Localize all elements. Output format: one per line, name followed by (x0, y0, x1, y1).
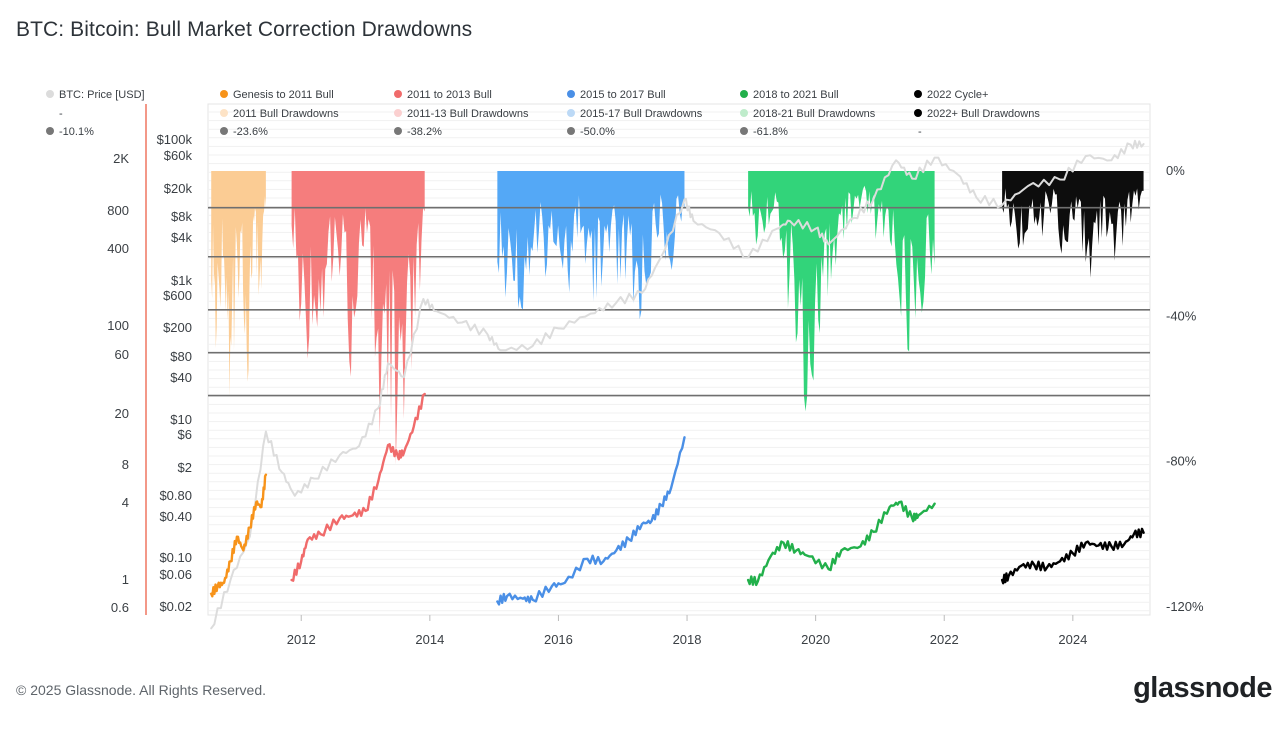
left-axis-tick: 800 (107, 203, 129, 218)
price-axis-tick: $200 (163, 320, 192, 335)
cycle-line (746, 500, 936, 587)
left-axis-tick: 4 (122, 495, 129, 510)
x-axis-tick: 2024 (1058, 632, 1087, 647)
price-axis-tick: $0.40 (159, 509, 192, 524)
grid-lines (208, 111, 1150, 621)
cycle-line (496, 436, 686, 606)
copyright-footer: © 2025 Glassnode. All Rights Reserved. (16, 682, 267, 698)
legend-marker (567, 109, 575, 117)
legend-label: 2018-21 Bull Drawdowns (753, 108, 876, 120)
legend-label: - (918, 126, 922, 138)
price-axis-tick: $10 (170, 412, 192, 427)
drawdown-area (291, 171, 425, 465)
price-axis-tick: $0.02 (159, 599, 192, 614)
price-axis-tick: $0.10 (159, 550, 192, 565)
left-axis-tick: 1 (122, 572, 129, 587)
legend-label: -10.1% (59, 126, 94, 138)
left-axis-tick: 2K (113, 151, 129, 166)
x-axis-tick: 2016 (544, 632, 573, 647)
cycle-line (290, 392, 426, 582)
right-axis-tick: 0% (1166, 163, 1185, 178)
legend-marker (740, 127, 748, 135)
legend-marker (567, 90, 575, 98)
legend-label: 2022+ Bull Drawdowns (927, 108, 1040, 120)
price-axis-tick: $100k (157, 132, 193, 147)
legend-marker (394, 109, 402, 117)
left-axis-tick: 60 (115, 347, 129, 362)
legend-label: 2022 Cycle+ (927, 89, 988, 101)
legend-label: -38.2% (407, 126, 442, 138)
legend-marker (394, 127, 402, 135)
x-axis-tick: 2020 (801, 632, 830, 647)
legend-marker (914, 109, 922, 117)
legend: - BTC: Price [USD] Genesis to 2011 Bull 201… (46, 89, 1040, 138)
legend-label: BTC: Price [USD] (59, 89, 145, 101)
right-axis-tick: -40% (1166, 308, 1197, 323)
price-axis-tick: $20k (164, 181, 193, 196)
price-axis-tick: $1k (171, 273, 192, 288)
drawdown-area (1002, 171, 1144, 278)
legend-label: 2011-13 Bull Drawdowns (407, 108, 529, 120)
brand-logo: glassnode (1133, 672, 1272, 704)
legend-marker (220, 127, 228, 135)
drawdown-chart: 2K 800 400 100 60 20 8 4 1 0.6 $100k$60k $20k $8k $4k… (46, 89, 1204, 647)
legend-marker (740, 90, 748, 98)
legend-label: 2018 to 2021 Bull (753, 89, 839, 101)
legend-marker (567, 127, 575, 135)
legend-label: Genesis to 2011 Bull (233, 89, 334, 101)
legend-marker (740, 109, 748, 117)
x-axis-tick: 2022 (930, 632, 959, 647)
price-axis-tick: $0.80 (159, 488, 192, 503)
price-axis-tick: $8k (171, 209, 192, 224)
price-axis-tick: $2 (178, 460, 192, 475)
price-axis-tick: $4k (171, 230, 192, 245)
legend-value: - (59, 108, 63, 120)
legend-label: 2011 to 2013 Bull (407, 89, 492, 101)
legend-marker (394, 90, 402, 98)
legend-label: -50.0% (580, 126, 615, 138)
left-axis-tick: 0.6 (111, 600, 129, 615)
legend-marker (220, 109, 228, 117)
legend-marker (46, 90, 54, 98)
drawdown-area (211, 171, 266, 397)
legend-label: 2015 to 2017 Bull (580, 89, 666, 101)
btc-price-line (210, 139, 1145, 630)
price-axis-tick: $40 (170, 370, 192, 385)
page-title: BTC: Bitcoin: Bull Market Correction Dra… (16, 18, 473, 41)
drawdown-area (748, 171, 935, 412)
legend-marker (46, 127, 54, 135)
reference-lines (208, 206, 1150, 397)
left-axis-tick: 20 (115, 406, 129, 421)
legend-label: 2011 Bull Drawdowns (233, 108, 339, 120)
left-axis-tick: 100 (107, 318, 129, 333)
price-axis-tick: $600 (163, 288, 192, 303)
price-axis-tick: $60k (164, 148, 193, 163)
x-axis-tick: 2014 (415, 632, 444, 647)
legend-marker (220, 90, 228, 98)
x-axis-tick: 2012 (287, 632, 316, 647)
cycle-line (210, 473, 268, 598)
x-axis-tick: 2018 (673, 632, 702, 647)
axes: 2K 800 400 100 60 20 8 4 1 0.6 $100k$60k $20k $8k $4k… (107, 104, 1204, 647)
cycle-line (1000, 527, 1145, 585)
legend-label: -61.8% (753, 126, 788, 138)
legend-marker (914, 90, 922, 98)
right-axis-tick: -80% (1166, 454, 1197, 469)
price-axis-tick: $0.06 (159, 567, 192, 582)
price-axis-tick: $6 (178, 427, 192, 442)
price-axis-tick: $80 (170, 349, 192, 364)
legend-label: 2015-17 Bull Drawdowns (580, 108, 703, 120)
left-axis-tick: 8 (122, 457, 129, 472)
price-lines (210, 139, 1145, 630)
left-axis-tick: 400 (107, 241, 129, 256)
legend-label: -23.6% (233, 126, 268, 138)
right-axis-tick: -120% (1166, 599, 1204, 614)
